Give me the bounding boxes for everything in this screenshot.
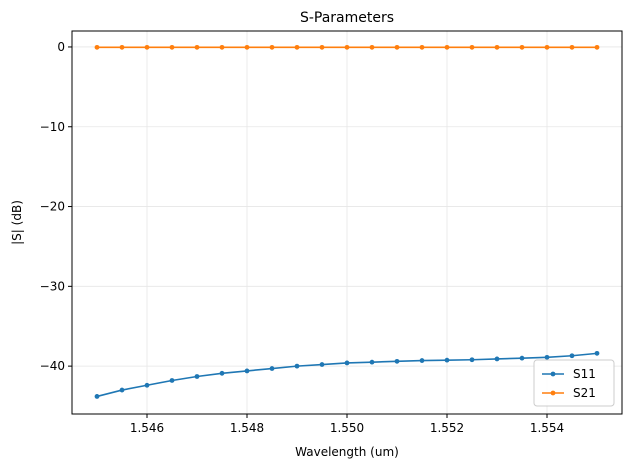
data-point-s21 [294, 44, 300, 50]
data-point-s11 [344, 360, 350, 366]
series-s11 [94, 350, 600, 399]
y-tick-label: −10 [40, 120, 65, 134]
data-point-s11 [219, 370, 225, 376]
data-point-s11 [594, 350, 600, 356]
data-point-s21 [169, 44, 175, 50]
data-point-s21 [444, 44, 450, 50]
legend-item-s11: S11 [542, 367, 596, 381]
x-tick-label: 1.554 [530, 421, 564, 435]
y-tick-label: −20 [40, 200, 65, 214]
data-point-s21 [419, 44, 425, 50]
data-point-s11 [394, 358, 400, 364]
y-axis-label: |S| (dB) [10, 200, 24, 245]
data-point-s21 [369, 44, 375, 50]
data-point-s11 [269, 366, 275, 371]
x-tick-label: 1.548 [230, 421, 264, 435]
data-point-s21 [494, 44, 500, 50]
data-point-s21 [194, 44, 200, 50]
data-point-s11 [244, 368, 250, 374]
data-point-s11 [169, 378, 175, 383]
data-point-s11 [119, 387, 125, 393]
x-axis-ticks: 1.546 1.548 1.550 1.552 1.554 [130, 414, 564, 435]
y-tick-label: 0 [57, 40, 65, 54]
data-point-s21 [594, 44, 600, 50]
x-tick-label: 1.550 [330, 421, 364, 435]
legend-swatch-marker [550, 390, 556, 396]
data-point-s11 [569, 353, 575, 359]
data-point-s21 [519, 44, 525, 50]
data-point-s21 [544, 44, 550, 50]
data-point-s11 [194, 374, 200, 379]
x-tick-label: 1.546 [130, 421, 164, 435]
data-point-s21 [344, 44, 350, 50]
data-point-s11 [294, 363, 300, 369]
x-axis-label: Wavelength (um) [295, 445, 399, 459]
legend-swatch-marker [550, 371, 556, 377]
data-point-s21 [469, 44, 475, 50]
data-point-s11 [444, 357, 450, 363]
data-point-s11 [144, 382, 150, 388]
series-s21 [94, 44, 600, 50]
series-layer [94, 44, 600, 399]
data-point-s21 [94, 44, 100, 50]
y-tick-label: −30 [40, 279, 65, 293]
data-point-s11 [469, 357, 475, 363]
data-point-s21 [144, 44, 150, 50]
legend-label: S11 [573, 367, 596, 381]
legend-item-s21: S21 [542, 386, 596, 400]
data-point-s21 [394, 44, 400, 50]
data-point-s11 [494, 356, 500, 362]
data-point-s21 [269, 44, 275, 50]
x-tick-label: 1.552 [430, 421, 464, 435]
data-point-s11 [369, 359, 375, 365]
y-axis-ticks: 0 −10 −20 −30 −40 [40, 40, 72, 373]
data-point-s11 [319, 362, 325, 367]
data-point-s11 [94, 394, 100, 399]
data-point-s11 [519, 355, 525, 361]
y-tick-label: −40 [40, 359, 65, 373]
data-point-s21 [319, 44, 325, 50]
data-point-s11 [419, 358, 425, 363]
chart-title: S-Parameters [300, 10, 394, 26]
data-point-s11 [544, 354, 550, 360]
data-point-s21 [244, 44, 250, 50]
data-point-s21 [219, 44, 225, 50]
legend-label: S21 [573, 386, 596, 400]
data-point-s21 [119, 44, 125, 50]
data-point-s21 [569, 44, 575, 50]
